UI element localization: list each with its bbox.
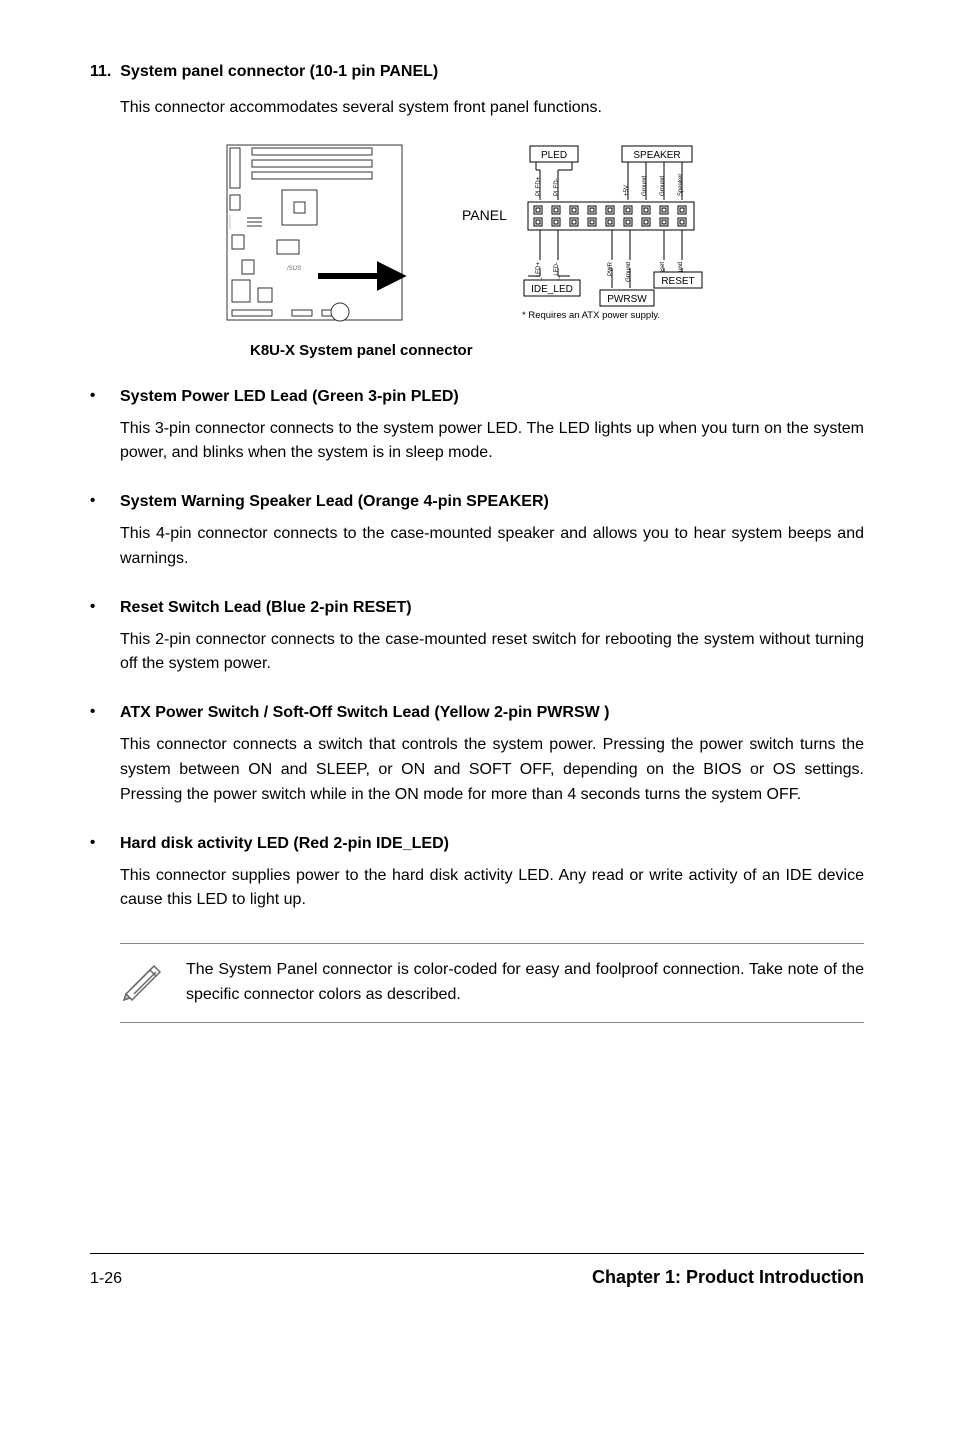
bullet-item: • System Warning Speaker Lead (Orange 4-… [90, 490, 864, 586]
title-text: System panel connector (10-1 pin PANEL) [120, 63, 438, 80]
title-number: 11. [90, 63, 111, 80]
bullet-body: This connector supplies power to the har… [120, 864, 864, 914]
bullet-dot: • [90, 832, 120, 928]
diagram-footnote: * Requires an ATX power supply. [522, 310, 660, 320]
pin-ground1: Ground [642, 176, 648, 196]
pin-pled-plus: PLED+ [536, 176, 542, 196]
page-footer: 1-26 Chapter 1: Product Introduction [90, 1253, 864, 1291]
bullet-dot: • [90, 385, 120, 481]
bullet-body: This connector connects a switch that co… [120, 733, 864, 807]
bullet-dot: • [90, 701, 120, 821]
motherboard-svg: /SUS [222, 140, 412, 330]
bullet-body: This 2-pin connector connects to the cas… [120, 628, 864, 678]
bullet-heading: ATX Power Switch / Soft-Off Switch Lead … [120, 701, 864, 725]
pin-pwr: PWR [608, 261, 614, 276]
svg-text:/SUS: /SUS [286, 266, 301, 272]
page-number: 1-26 [90, 1267, 122, 1291]
panel-label: PANEL [462, 207, 507, 223]
bullet-item: • System Power LED Lead (Green 3-pin PLE… [90, 385, 864, 481]
note-box: The System Panel connector is color-code… [120, 943, 864, 1023]
bullets-list: • System Power LED Lead (Green 3-pin PLE… [90, 385, 864, 928]
intro-text: This connector accommodates several syst… [120, 96, 864, 120]
bullet-item: • Reset Switch Lead (Blue 2-pin RESET) T… [90, 596, 864, 692]
ideled-box: IDE_LED [531, 284, 573, 295]
bullet-heading: System Warning Speaker Lead (Orange 4-pi… [120, 490, 864, 514]
bullet-item: • Hard disk activity LED (Red 2-pin IDE_… [90, 832, 864, 928]
pin-ground3: Ground [626, 262, 632, 282]
speaker-label: SPEAKER [633, 150, 680, 161]
pin-ground2: Ground [660, 176, 666, 196]
pin-speaker: Speaker [678, 174, 684, 196]
bullet-dot: • [90, 596, 120, 692]
bullet-body: This 3-pin connector connects to the sys… [120, 417, 864, 467]
bullet-dot: • [90, 490, 120, 586]
pencil-icon [120, 958, 164, 1002]
panel-pinout-svg: PLED SPEAKER PLED+ PLED- +5V Ground Grou… [452, 140, 732, 320]
bullet-heading: System Power LED Lead (Green 3-pin PLED) [120, 385, 864, 409]
pin-5v: +5V [624, 185, 630, 196]
diagram: /SUS PLED SPEAKER PLED+ PLED- +5V Ground [90, 140, 864, 330]
reset-box: RESET [661, 276, 694, 287]
pled-label: PLED [541, 150, 567, 161]
diagram-caption: K8U-X System panel connector [250, 340, 864, 363]
note-text: The System Panel connector is color-code… [186, 958, 864, 1008]
pwrsw-box: PWRSW [607, 294, 647, 305]
bullet-heading: Hard disk activity LED (Red 2-pin IDE_LE… [120, 832, 864, 856]
bullet-body: This 4-pin connector connects to the cas… [120, 522, 864, 572]
bullet-heading: Reset Switch Lead (Blue 2-pin RESET) [120, 596, 864, 620]
pin-pled-minus: PLED- [554, 178, 560, 196]
section-title: 11. System panel connector (10-1 pin PAN… [90, 60, 864, 84]
chapter-title: Chapter 1: Product Introduction [592, 1264, 864, 1291]
bullet-item: • ATX Power Switch / Soft-Off Switch Lea… [90, 701, 864, 821]
